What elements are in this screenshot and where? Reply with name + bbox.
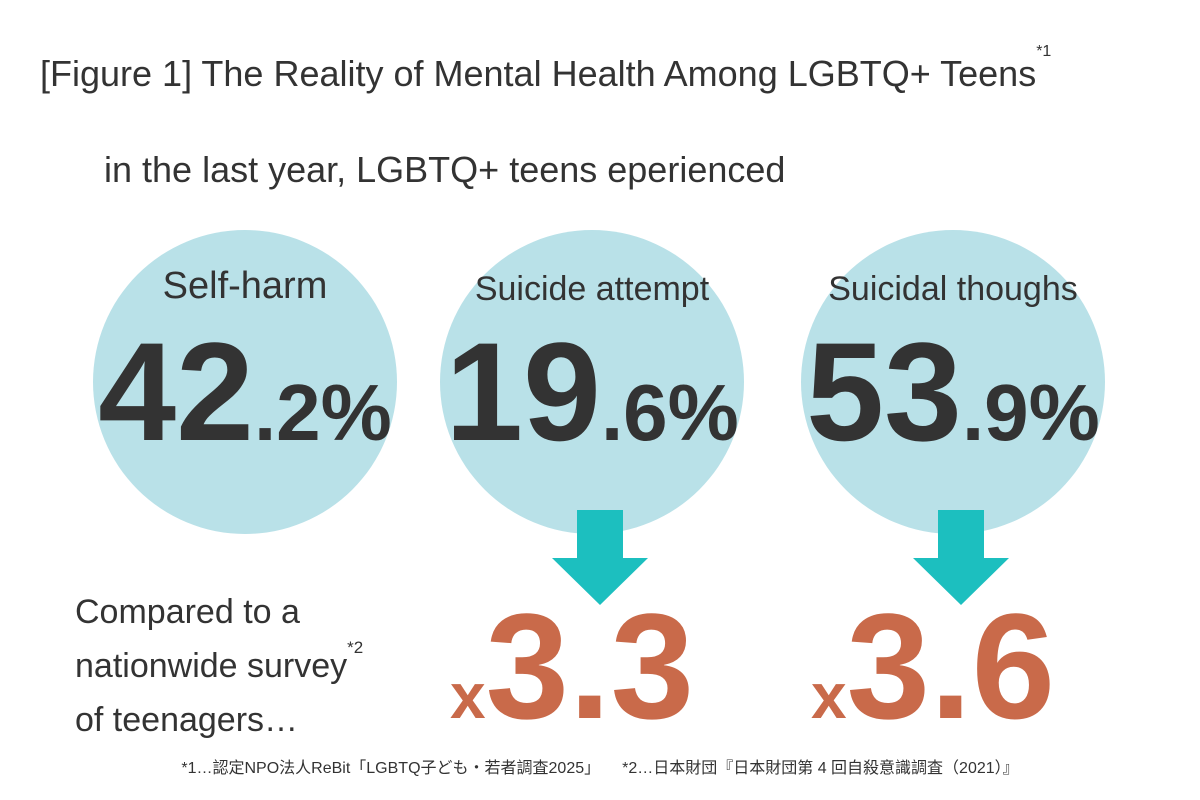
arrow — [913, 510, 1009, 605]
footnote: *1…認定NPO法人ReBit「LGBTQ子ども・若者調査2025」 — [181, 759, 600, 777]
comparison-line: of teenagers… — [75, 701, 298, 739]
stat-unit: % — [321, 368, 392, 457]
footnotes: *1…認定NPO法人ReBit「LGBTQ子ども・若者調査2025」 *2…日本財… — [181, 758, 1018, 777]
stat-circle — [440, 230, 744, 534]
stat-value: 53.9% — [806, 313, 1100, 470]
arrow — [552, 510, 648, 605]
stat-value: 19.6% — [445, 313, 739, 470]
title: [Figure 1] The Reality of Mental Health … — [40, 43, 1051, 94]
stat-circle — [801, 230, 1105, 534]
multiplier-prefix: x — [450, 660, 486, 732]
comparison-text: nationwide survey — [75, 647, 347, 685]
comparison-line: nationwide survey*2 — [75, 638, 363, 685]
multiplier-prefix: x — [811, 660, 847, 732]
stat-fraction: .9 — [962, 368, 1029, 457]
stat-unit: % — [1029, 368, 1100, 457]
stat-label: Self-harm — [163, 265, 328, 307]
multiplier: x3.6 — [811, 582, 1055, 750]
multiplier-value: 3.6 — [847, 582, 1056, 750]
comparison-note: *2 — [347, 638, 363, 657]
stat-whole: 53 — [806, 313, 962, 470]
stat-label: Suicide attempt — [475, 270, 710, 308]
title-note: *1 — [1036, 43, 1051, 60]
multiplier: x3.3 — [450, 582, 694, 750]
stats: Self-harm 42.2% Suicide attempt 19.6% Suicid… — [93, 230, 1105, 534]
stat-unit: % — [668, 368, 739, 457]
stat-circle — [93, 230, 397, 534]
footnote: *2…日本財団『日本財団第 4 回自殺意識調査（2021）』 — [622, 758, 1019, 777]
stat-whole: 42 — [98, 313, 254, 470]
stat-whole: 19 — [445, 313, 601, 470]
stat-fraction: .6 — [601, 368, 668, 457]
multiplier-value: 3.3 — [486, 582, 695, 750]
multipliers: x3.3 x3.6 — [450, 582, 1055, 750]
comparison-line: Compared to a — [75, 593, 300, 631]
subtitle: in the last year, LGBTQ+ teens eperience… — [104, 149, 785, 190]
stat-value: 42.2% — [98, 313, 392, 470]
title-text: [Figure 1] The Reality of Mental Health … — [40, 53, 1036, 94]
stat-fraction: .2 — [254, 368, 321, 457]
stat-label: Suicidal thoughs — [828, 270, 1078, 308]
